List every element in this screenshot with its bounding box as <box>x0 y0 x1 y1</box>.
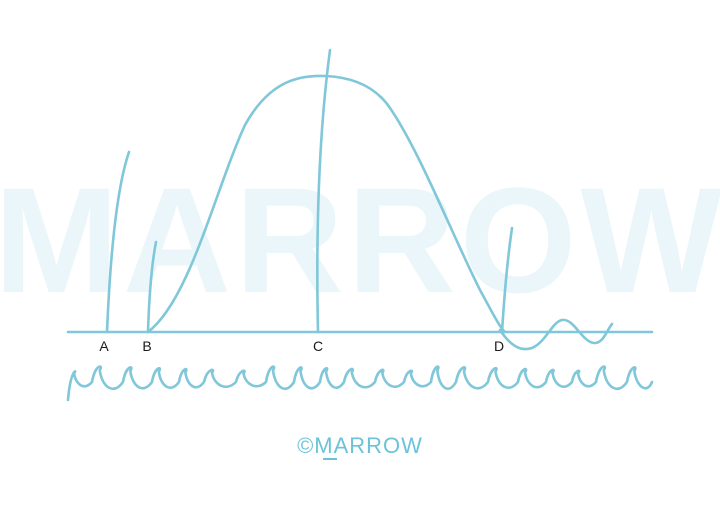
post-d-wave <box>498 318 614 351</box>
line-c <box>316 48 332 334</box>
label-d: D <box>494 338 504 354</box>
spike-b <box>146 240 158 334</box>
label-c: C <box>313 338 323 354</box>
label-b: B <box>142 338 151 354</box>
brand-logo: ©MARROW <box>297 433 423 458</box>
label-a: A <box>99 338 109 354</box>
wavy-trace <box>66 365 654 402</box>
spike-d <box>500 226 514 334</box>
bell-curve <box>146 74 507 334</box>
spike-a <box>105 150 131 334</box>
